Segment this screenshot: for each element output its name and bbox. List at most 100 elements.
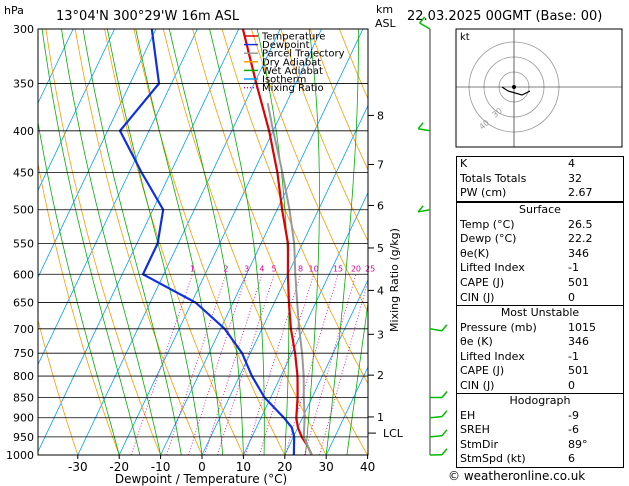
pressure-tick-label: 750 — [13, 347, 34, 360]
mixing-ratio-label: 2 — [223, 264, 228, 273]
table-row: Temp (°C) 26.5 — [457, 218, 623, 233]
row-label: θe (K) — [460, 335, 493, 349]
surface-title: Surface — [519, 203, 561, 216]
isotherm-line — [243, 191, 368, 455]
isotherm-line — [38, 29, 198, 366]
pressure-tick-label: 900 — [13, 412, 34, 425]
copyright-footer[interactable]: © weatheronline.co.uk — [448, 469, 586, 483]
dry-adiabat-line — [38, 318, 79, 455]
row-label: Lifted Index — [460, 349, 525, 363]
pw-value: 2.67 — [568, 186, 593, 200]
row-label: CIN (J) — [460, 290, 495, 304]
wind-barb-flag — [419, 16, 426, 24]
mixing-ratio-line — [319, 280, 368, 455]
pressure-tick-label: 800 — [13, 370, 34, 383]
wind-barb — [429, 328, 442, 332]
mixing-ratio-label: 1 — [190, 264, 195, 273]
isotherm-line — [38, 29, 74, 104]
legend-entry: Isotherm — [262, 75, 306, 86]
hodograph-trace — [501, 86, 531, 96]
row-value: 22.2 — [568, 232, 593, 246]
pressure-tick-label: 350 — [13, 78, 34, 91]
wind-barb-flag — [441, 324, 448, 332]
km-tick-label: 8 — [377, 109, 384, 122]
row-label: Temp (°C) — [460, 217, 515, 231]
pressure-tick-label: 500 — [13, 204, 34, 217]
row-value: 501 — [568, 364, 589, 378]
lcl-label: LCL — [383, 427, 404, 440]
tt-value: 32 — [568, 171, 582, 185]
legend-entry: Dewpoint — [262, 40, 310, 51]
row-value: 26.5 — [568, 217, 593, 231]
row-label: Pressure (mb) — [460, 320, 537, 334]
wind-barb-flag — [417, 205, 424, 213]
table-row: θe (K) 346 — [457, 335, 623, 350]
location-label: 13°04'N 300°29'W 16m ASL — [56, 9, 240, 24]
table-row: θe(K) 346 — [457, 247, 623, 262]
row-value: -1 — [568, 349, 579, 363]
pressure-tick-label: 450 — [13, 166, 34, 179]
isotherm-line — [38, 29, 115, 192]
wet-adiabat-line — [61, 29, 161, 455]
row-value: -1 — [568, 261, 579, 275]
row-label: CAPE (J) — [460, 364, 505, 378]
most-unstable-table: Most Unstable Pressure (mb) 1015 θe (K) 34… — [456, 305, 624, 395]
row-value: -6 — [568, 423, 579, 437]
pressure-tick-label: 850 — [13, 391, 34, 404]
x-tick-label: -30 — [68, 460, 88, 474]
table-row: StmDir 89° — [457, 438, 623, 453]
isotherm-line — [77, 29, 281, 455]
row-label: Dewp (°C) — [460, 232, 517, 246]
row-label: CIN (J) — [460, 378, 495, 392]
km-tick-label: 1 — [377, 411, 384, 424]
wind-barb-flag — [441, 410, 448, 418]
wet-adiabat-line — [346, 299, 368, 455]
wind-barb-flag — [441, 448, 448, 456]
pressure-tick-label: 700 — [13, 323, 34, 336]
table-row: Totals Totals 32 — [457, 172, 623, 187]
isotherm-line — [118, 29, 322, 455]
table-row: SREH -6 — [457, 423, 623, 438]
pressure-tick-label: 400 — [13, 125, 34, 138]
surface-table: Surface Temp (°C) 26.5 Dewp (°C) 22.2 θe(K… — [456, 202, 624, 307]
isotherm-line — [201, 104, 368, 455]
isotherm-line — [38, 29, 240, 453]
x-axis-label: Dewpoint / Temperature (°C) — [115, 472, 287, 486]
table-row: EH -9 — [457, 409, 623, 424]
km-tick-label: 5 — [377, 242, 384, 255]
pressure-tick-label: 950 — [13, 431, 34, 444]
km-tick-label: 4 — [377, 284, 384, 297]
pressure-tick-label: 650 — [13, 297, 34, 310]
hodograph-kt-label: kt — [460, 32, 470, 43]
pressure-tick-label: 1000 — [6, 449, 34, 462]
row-value: 346 — [568, 335, 589, 349]
km-tick-label: 7 — [377, 159, 384, 172]
mixing-ratio-line — [166, 274, 227, 455]
tt-label: Totals Totals — [460, 171, 527, 185]
mixing-ratio-label: 8 — [298, 264, 303, 273]
hodograph-table: Hodograph EH -9 SREH -6 StmDir 89° StmSpd (… — [456, 393, 624, 468]
table-row: CAPE (J) 501 — [457, 364, 623, 379]
hpa-label: hPa — [4, 4, 24, 17]
row-value: 89° — [568, 437, 588, 451]
wind-barb — [418, 127, 431, 132]
table-row: Dewp (°C) 22.2 — [457, 232, 623, 247]
k-value: 4 — [568, 157, 575, 170]
wind-barb — [418, 209, 431, 213]
dry-adiabat-line — [74, 29, 203, 455]
x-tick-label: 10 — [236, 460, 251, 474]
legend-entry: Dry Adiabat — [262, 57, 321, 68]
pw-label: PW (cm) — [460, 186, 507, 200]
table-row: PW (cm) 2.67 — [457, 186, 623, 201]
datetime-label: 22.03.2025 00GMT (Base: 00) — [407, 9, 602, 24]
km-tick-label: 3 — [377, 328, 384, 341]
km-label: km — [376, 3, 393, 16]
x-tick-label: -10 — [151, 460, 171, 474]
mixing-ratio-label: 3 — [244, 264, 249, 273]
table-row: Lifted Index -1 — [457, 261, 623, 276]
k-label: K — [460, 157, 468, 170]
row-value: -9 — [568, 408, 579, 422]
pressure-tick-label: 550 — [13, 237, 34, 250]
